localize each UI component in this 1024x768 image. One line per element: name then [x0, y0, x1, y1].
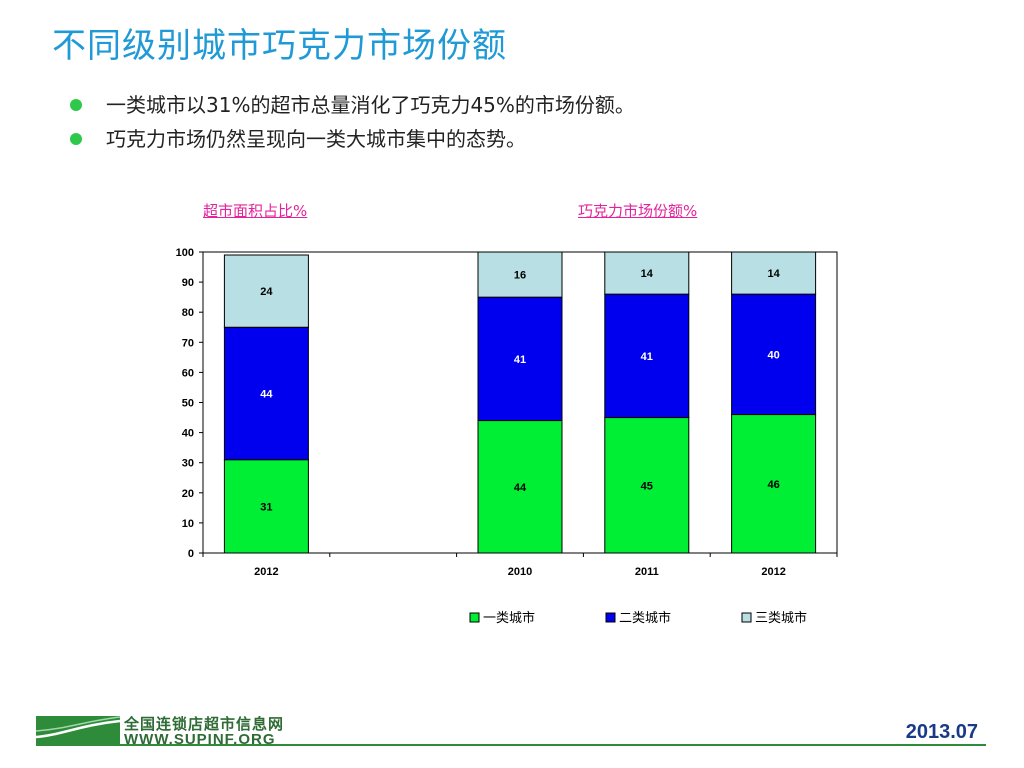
y-tick-label: 20 — [182, 488, 194, 500]
bar-segment — [477, 296, 563, 422]
footer-date: 2013.07 — [905, 721, 978, 743]
stacked-bar-chart: 0 10 20 30 40 50 60 70 80 90 100 31 44 24 2012 44 41 16 20… — [176, 247, 838, 626]
legend-label: 三类城市 — [755, 610, 807, 626]
y-tick-label: 60 — [182, 367, 194, 379]
data-label: 44 — [514, 482, 527, 494]
y-tick-label: 80 — [182, 307, 194, 319]
data-label: 46 — [767, 479, 779, 491]
logo-text-cn: 全国连锁店超市信息网 — [124, 715, 285, 733]
y-tick-label: 90 — [182, 277, 194, 289]
bar-segment — [604, 251, 690, 295]
logo-icon — [35, 713, 121, 751]
bar-segment — [604, 417, 690, 554]
x-tick-label: 2011 — [635, 566, 659, 578]
bullet-text: 巧克力市场仍然呈现向一类大城市集中的态势。 — [106, 127, 526, 151]
data-label: 24 — [260, 286, 273, 298]
y-tick-label: 70 — [182, 337, 194, 349]
y-tick-label: 50 — [182, 398, 194, 410]
legend-swatch — [469, 612, 480, 623]
legend-swatch — [741, 612, 752, 623]
bar-segment — [731, 293, 817, 416]
bullet-item: 一类城市以31%的超市总量消化了巧克力45%的市场份额。 — [70, 88, 635, 122]
bar-segment — [731, 251, 817, 295]
y-tick-label: 40 — [182, 428, 194, 440]
bar-segment — [477, 420, 563, 554]
y-tick-label: 10 — [182, 518, 194, 530]
data-label: 16 — [514, 270, 526, 282]
data-label: 14 — [767, 268, 780, 280]
data-label: 31 — [260, 501, 272, 513]
data-label: 14 — [641, 268, 654, 280]
data-label: 41 — [514, 354, 526, 366]
chart-subtitle-area: 超市面积占比% — [203, 202, 308, 220]
chart-subtitle-share: 巧克力市场份额% — [578, 202, 698, 220]
y-tick-label: 100 — [176, 247, 194, 259]
bullet-item: 巧克力市场仍然呈现向一类大城市集中的态势。 — [70, 122, 635, 156]
bullet-text: 一类城市以31%的超市总量消化了巧克力45%的市场份额。 — [106, 93, 635, 117]
bullet-list: 一类城市以31%的超市总量消化了巧克力45%的市场份额。 巧克力市场仍然呈现向一… — [70, 88, 635, 156]
x-tick-label: 2012 — [761, 566, 785, 578]
y-tick-label: 30 — [182, 458, 194, 470]
data-label: 44 — [260, 388, 273, 400]
bar-segment — [223, 254, 309, 328]
x-tick-label: 2012 — [254, 566, 278, 578]
legend-label: 一类城市 — [483, 610, 535, 626]
bullet-dot-icon — [70, 133, 82, 145]
data-label: 45 — [641, 480, 653, 492]
x-tick-label: 2010 — [508, 566, 532, 578]
y-tick-label: 0 — [188, 548, 194, 560]
data-label: 40 — [767, 349, 779, 361]
slide-title: 不同级别城市巧克力市场份额 — [52, 26, 507, 66]
footer-divider — [36, 744, 986, 746]
legend-label: 二类城市 — [619, 610, 671, 626]
legend-swatch — [605, 612, 616, 623]
data-label: 41 — [641, 351, 653, 363]
bar-segment — [477, 251, 563, 298]
bar-segment — [223, 326, 309, 461]
logo-text-en: WWW.SUPINF.ORG — [124, 731, 276, 748]
bullet-dot-icon — [70, 99, 82, 111]
